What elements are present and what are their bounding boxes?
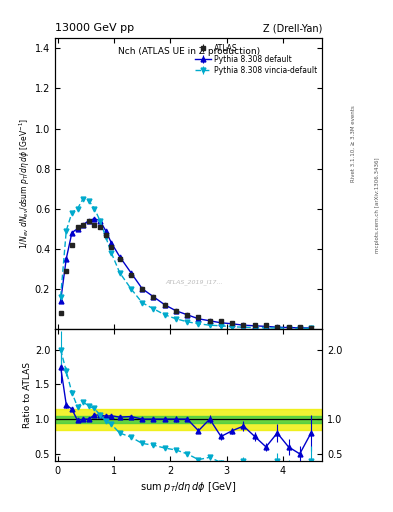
Bar — [55, 409, 322, 430]
Text: Rivet 3.1.10, ≥ 3.3M events: Rivet 3.1.10, ≥ 3.3M events — [351, 105, 356, 182]
Bar — [55, 416, 322, 422]
Y-axis label: Ratio to ATLAS: Ratio to ATLAS — [23, 362, 32, 428]
Legend: ATLAS, Pythia 8.308 default, Pythia 8.308 vincia-default: ATLAS, Pythia 8.308 default, Pythia 8.30… — [194, 42, 318, 76]
Text: Nch (ATLAS UE in Z production): Nch (ATLAS UE in Z production) — [118, 47, 260, 56]
Y-axis label: $1/N_{ev}$ $dN_{ev}/d$sum $p_T/d\eta\,d\phi$ [GeV$^{-1}$]: $1/N_{ev}$ $dN_{ev}/d$sum $p_T/d\eta\,d\… — [18, 118, 32, 249]
Text: Z (Drell-Yan): Z (Drell-Yan) — [263, 23, 322, 33]
Text: ATLAS_2019_I17...: ATLAS_2019_I17... — [165, 280, 223, 285]
Text: mcplots.cern.ch [arXiv:1306.3436]: mcplots.cern.ch [arXiv:1306.3436] — [375, 157, 380, 252]
X-axis label: sum $p_T/d\eta\,d\phi$ [GeV]: sum $p_T/d\eta\,d\phi$ [GeV] — [140, 480, 237, 494]
Text: 13000 GeV pp: 13000 GeV pp — [55, 23, 134, 33]
